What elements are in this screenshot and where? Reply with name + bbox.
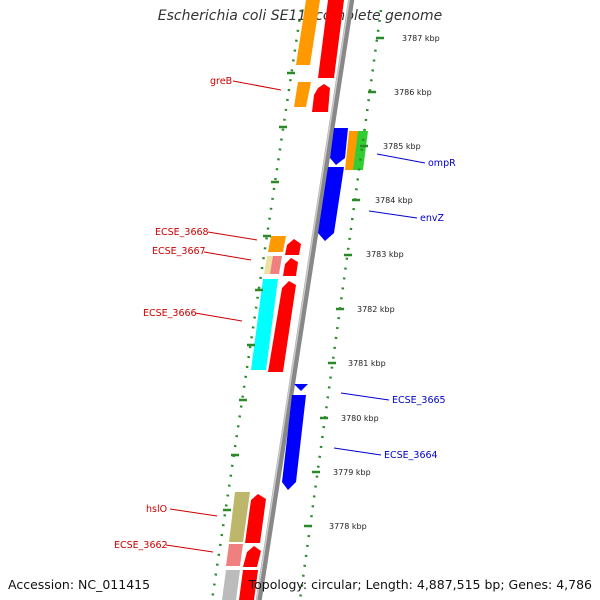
feature-red-arrow	[243, 546, 261, 567]
feature-red-arrow	[283, 258, 298, 276]
tick-marks	[223, 36, 384, 528]
gene-label: ECSE_3664	[384, 450, 438, 461]
feature-cyan-box	[251, 279, 278, 370]
scale-label: 3787 kbp	[402, 34, 440, 43]
feature-red-arrow	[268, 281, 296, 372]
leader-line	[232, 80, 282, 91]
feature-orange-box	[294, 82, 311, 107]
feature-red-arrow	[318, 0, 344, 78]
feature-blue-arrow	[318, 167, 344, 241]
genome-backbone-highlight	[256, 0, 350, 600]
gene-label: ECSE_3667	[152, 246, 206, 257]
scale-label: 3780 kbp	[341, 414, 379, 423]
gene-label: envZ	[420, 213, 444, 224]
leader-line	[207, 231, 258, 241]
feature-blue-arrow	[330, 128, 348, 165]
leader-line	[368, 210, 418, 219]
feature-blue-arrow	[282, 395, 306, 490]
feature-pink-box	[270, 256, 282, 274]
leader-line	[333, 447, 382, 456]
gene-label: ECSE_3662	[114, 540, 168, 551]
leader-line	[376, 153, 426, 164]
leader-line	[340, 392, 390, 401]
feature-red-arrow	[245, 494, 266, 543]
scale-labels: 3787 kbp 3786 kbp 3785 kbp 3784 kbp 3783…	[329, 34, 440, 531]
scale-label: 3783 kbp	[366, 250, 404, 259]
feature-red-box	[239, 570, 258, 600]
leader-line	[203, 251, 252, 261]
leader-line	[169, 508, 218, 517]
feature-orange-box	[268, 236, 286, 252]
scale-label: 3786 kbp	[394, 88, 432, 97]
feature-pink-box	[226, 544, 243, 566]
forward-gene-labels: greB ECSE_3668 ECSE_3667 ECSE_3666 hslO …	[114, 76, 282, 553]
gene-label: greB	[210, 76, 232, 87]
genome-backbone	[255, 0, 355, 600]
gene-label: ECSE_3666	[143, 308, 197, 319]
feature-gray-box	[222, 570, 240, 600]
leader-line	[194, 312, 243, 322]
feature-red-arrow	[312, 84, 330, 112]
map-title: Escherichia coli SE11, complete genome	[157, 8, 443, 24]
feature-olive-box	[229, 492, 250, 542]
gene-label: ompR	[428, 158, 456, 169]
gene-label: ECSE_3668	[155, 227, 209, 238]
scale-label: 3782 kbp	[357, 305, 395, 314]
feature-red-arrow	[285, 239, 301, 255]
scale-label: 3779 kbp	[333, 468, 371, 477]
reverse-features	[282, 128, 368, 490]
leader-line	[165, 544, 214, 553]
feature-orange-box	[296, 0, 320, 65]
scale-label: 3781 kbp	[348, 359, 386, 368]
accession-text: Accession: NC_011415	[8, 577, 151, 592]
scale-label: 3778 kbp	[329, 522, 367, 531]
reverse-gene-labels: ompR envZ ECSE_3665 ECSE_3664	[333, 153, 456, 461]
topology-text: Topology: circular; Length: 4,887,515 bp…	[248, 577, 592, 592]
scale-label: 3785 kbp	[383, 142, 421, 151]
forward-features	[222, 0, 344, 600]
feature-blue-arrow	[294, 384, 308, 391]
scale-label: 3784 kbp	[375, 196, 413, 205]
gene-label: ECSE_3665	[392, 395, 446, 406]
gene-label: hslO	[146, 504, 167, 515]
